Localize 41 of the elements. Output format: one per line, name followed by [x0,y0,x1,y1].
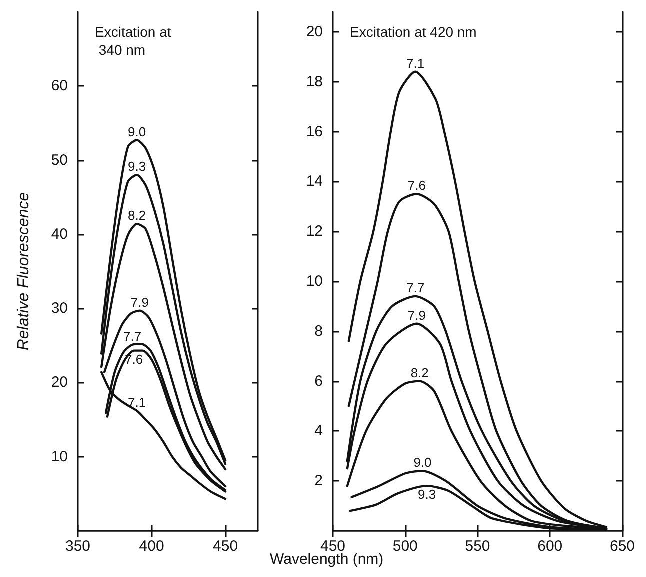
x-tick-label: 350 [65,538,91,555]
y-tick-label: 4 [314,422,323,440]
series-label: 8.2 [128,208,146,224]
x-axis-title: Wavelength (nm) [270,551,384,568]
y-tick-label: 10 [306,272,323,290]
y-tick-label: 60 [51,78,68,95]
x-tick-label: 450 [213,538,238,555]
series-label: 7.7 [406,280,425,296]
series-label: 7.1 [406,56,425,71]
text: Excitation at 340 nm [95,24,172,58]
series-label: 8.2 [410,365,429,380]
series-label: 7.7 [124,328,142,344]
x-tick-label: 400 [139,538,164,555]
series-label: 7.1 [128,394,146,410]
y-tick-label: 8 [314,322,323,340]
y-tick-label: 40 [51,226,68,243]
y-tick-label: 18 [306,73,323,90]
y-axis-title: Relative Fluorescence [16,192,32,351]
x-tick-label: 500 [392,538,418,555]
y-tick-label: 20 [306,23,323,40]
text: Excitation at 420 nm [350,24,477,40]
y-tick-label: 30 [51,300,68,318]
y-tick-label: 14 [306,173,323,190]
y-tick-label: 16 [306,123,323,140]
y-tick-label: 2 [314,472,323,490]
series-label: 9.3 [128,159,146,174]
x-tick-label: 650 [610,538,635,555]
series-label: 9.0 [128,124,146,140]
series-label: 7.6 [408,178,426,194]
y-tick-label: 12 [306,223,323,240]
series-label: 7.6 [125,352,144,367]
series-label: 9.0 [414,455,432,470]
y-tick-label: 6 [314,372,323,390]
series-label: 9.3 [418,487,436,502]
y-tick-label: 10 [51,448,68,466]
y-tick-label: 50 [51,152,68,169]
series-label: 7.9 [408,308,426,323]
x-tick-label: 550 [465,538,490,555]
x-tick-label: 600 [538,538,563,555]
y-tick-label: 20 [51,374,68,392]
series-label: 7.9 [130,294,150,310]
